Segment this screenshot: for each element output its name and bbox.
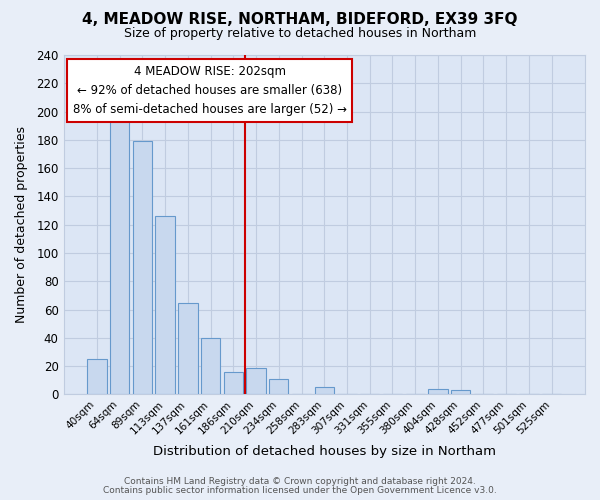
Text: Contains HM Land Registry data © Crown copyright and database right 2024.: Contains HM Land Registry data © Crown c… <box>124 477 476 486</box>
Y-axis label: Number of detached properties: Number of detached properties <box>15 126 28 323</box>
X-axis label: Distribution of detached houses by size in Northam: Distribution of detached houses by size … <box>153 444 496 458</box>
Bar <box>155 216 175 394</box>
Text: Contains public sector information licensed under the Open Government Licence v3: Contains public sector information licen… <box>103 486 497 495</box>
Bar <box>110 122 130 394</box>
Bar <box>314 388 334 394</box>
Bar <box>178 302 197 394</box>
Text: Size of property relative to detached houses in Northam: Size of property relative to detached ho… <box>124 28 476 40</box>
Bar <box>247 368 266 394</box>
Bar <box>201 338 220 394</box>
Bar <box>428 389 448 394</box>
Text: 4 MEADOW RISE: 202sqm
← 92% of detached houses are smaller (638)
8% of semi-deta: 4 MEADOW RISE: 202sqm ← 92% of detached … <box>73 65 347 116</box>
Bar <box>224 372 243 394</box>
Bar <box>269 379 289 394</box>
Bar <box>133 142 152 394</box>
Bar <box>451 390 470 394</box>
Bar <box>87 359 107 394</box>
Text: 4, MEADOW RISE, NORTHAM, BIDEFORD, EX39 3FQ: 4, MEADOW RISE, NORTHAM, BIDEFORD, EX39 … <box>82 12 518 28</box>
